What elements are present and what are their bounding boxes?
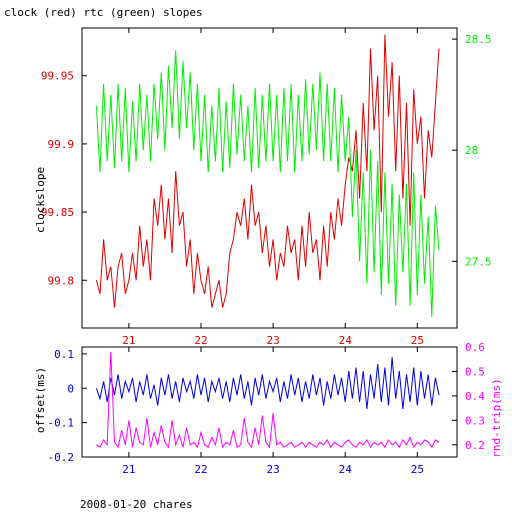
offset-panel: 21 22 23 24 25 -0.2-0.100.1 0.20.30.40.50.6 … [34,341,503,476]
y-tick-label: 99.85 [41,206,74,219]
slopes-x-ticks: 21 22 23 24 25 [122,28,424,347]
y-tick-label: -0.1 [48,417,75,430]
offset-series-group [95,351,440,449]
x-tick-label: 24 [339,463,353,476]
y-tick-label: 99.9 [48,138,75,151]
slopes-y-ticks: 99.8 99.85 99.9 99.95 [41,70,87,287]
slopes-y-axis-label: clockslope [34,167,47,233]
series-line-0-0 [95,34,440,308]
y2-tick-label: 27.5 [465,255,492,268]
y-tick-label: -0.2 [48,451,75,464]
x-tick-label: 24 [339,334,353,347]
series-line-1-0 [95,357,440,409]
y-tick-label: 0.1 [54,348,74,361]
offset-y-ticks: -0.2 -0.1 0 0.1 [48,348,87,464]
y2-tick-label: 0.2 [465,439,485,452]
rndtrip-y-axis-label: rnd-trip(ms) [490,378,503,457]
series-line-0-1 [95,50,440,317]
footer-label: 2008-01-20 chares [80,498,193,511]
x-tick-label: 25 [411,334,424,347]
y-tick-label: 0 [67,382,74,395]
y2-tick-label: 0.3 [465,414,485,427]
y2-tick-label: 0.4 [465,390,485,403]
y2-tick-label: 28 [465,144,478,157]
offset-plot-frame [81,346,458,458]
slopes-panel: 21 22 23 24 25 99.8 99.85 99.9 99.95 27.5 28 28.5… [34,27,492,347]
x-tick-label: 22 [194,334,207,347]
x-tick-label: 23 [266,334,279,347]
y2-tick-label: 0.5 [465,365,485,378]
offset-y2-ticks: 0.2 0.3 0.4 0.5 0.6 [452,341,485,452]
y2-tick-label: 0.6 [465,341,485,354]
y-tick-label: 99.95 [41,70,74,83]
x-tick-label: 25 [411,463,424,476]
x-tick-label: 23 [266,463,279,476]
chart-title: clock (red) rtc (green) slopes [4,6,203,19]
y2-tick-label: 28.5 [465,33,492,46]
series-line-1-1 [96,351,440,449]
y-tick-label: 99.8 [48,274,75,287]
offset-y-axis-label: offset(ms) [34,367,47,433]
x-tick-label: 22 [194,463,207,476]
offset-x-ticks: 21 22 23 24 25 [122,347,424,476]
slopes-plot-frame [81,27,458,329]
slopes-y2-ticks: 27.5 28 28.5 [452,33,492,268]
x-tick-label: 21 [122,334,135,347]
slopes-series-group [95,34,440,317]
x-tick-label: 21 [122,463,135,476]
